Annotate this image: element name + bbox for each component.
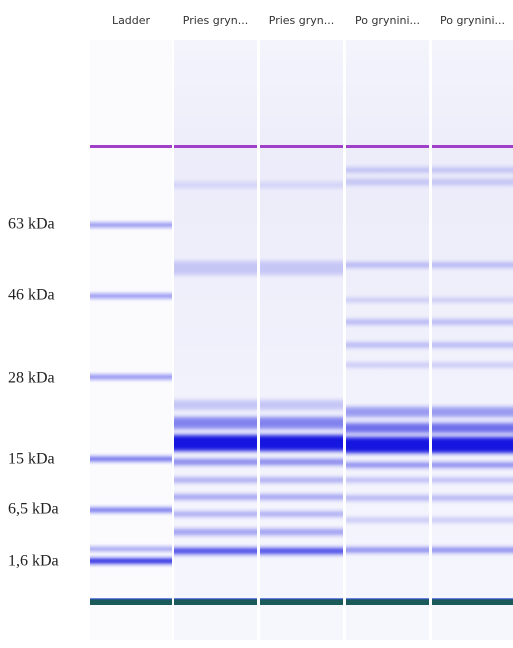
band — [174, 478, 257, 483]
band — [260, 182, 343, 188]
band — [174, 495, 257, 500]
marker-label: 46 kDa — [8, 287, 55, 304]
band — [346, 263, 429, 268]
band — [174, 512, 257, 517]
band — [174, 548, 257, 554]
band — [432, 478, 513, 482]
band — [432, 179, 513, 185]
band — [90, 376, 172, 379]
upper-marker — [346, 145, 429, 148]
band — [432, 168, 513, 173]
band — [432, 320, 513, 325]
band — [432, 548, 513, 553]
band — [260, 459, 343, 465]
band — [260, 548, 343, 554]
band — [260, 417, 343, 429]
lane-label: Pries gryn... — [183, 14, 249, 27]
band — [90, 508, 172, 512]
band — [346, 423, 429, 433]
band — [90, 559, 172, 564]
band — [260, 435, 343, 451]
band — [432, 518, 513, 523]
band — [432, 407, 513, 417]
band — [346, 478, 429, 482]
band — [346, 298, 429, 302]
band — [174, 182, 257, 188]
lower-marker — [260, 599, 343, 605]
band — [346, 320, 429, 325]
lane — [90, 40, 172, 640]
band — [260, 495, 343, 500]
band — [174, 435, 257, 451]
band — [174, 261, 257, 275]
band — [90, 548, 172, 551]
marker-label: 6,5 kDa — [8, 501, 59, 518]
lower-marker-edge — [90, 598, 172, 600]
lane-label: Po grynini... — [440, 14, 505, 27]
band — [432, 363, 513, 368]
band — [260, 512, 343, 517]
band — [346, 496, 429, 501]
band — [432, 298, 513, 302]
band — [346, 168, 429, 173]
band — [90, 295, 172, 298]
band — [174, 459, 257, 465]
band — [174, 417, 257, 429]
band — [346, 343, 429, 348]
lower-marker-edge — [174, 598, 257, 600]
lower-marker — [174, 599, 257, 605]
band — [346, 437, 429, 453]
marker-label: 28 kDa — [8, 370, 55, 387]
band — [174, 400, 257, 410]
upper-marker — [174, 145, 257, 148]
band — [260, 261, 343, 275]
lower-marker — [432, 599, 513, 605]
band — [260, 478, 343, 483]
band — [90, 457, 172, 461]
lower-marker — [90, 599, 172, 605]
lower-marker-edge — [346, 598, 429, 600]
band — [432, 263, 513, 268]
band — [346, 179, 429, 185]
band — [346, 518, 429, 523]
band — [260, 400, 343, 410]
lane-label: Ladder — [112, 14, 151, 27]
band — [432, 496, 513, 501]
upper-marker — [260, 145, 343, 148]
marker-label: 63 kDa — [8, 216, 55, 233]
band — [432, 343, 513, 348]
band — [346, 463, 429, 468]
lane — [174, 40, 257, 640]
lane — [432, 40, 513, 640]
band — [432, 463, 513, 468]
lane-label: Po grynini... — [355, 14, 420, 27]
band — [90, 224, 172, 227]
band — [346, 407, 429, 417]
band — [432, 437, 513, 453]
lower-marker-edge — [260, 598, 343, 600]
gel-image: Ladder Pries gryn... Pries gryn... Po gryni… — [0, 0, 513, 648]
lane-label: Pries gryn... — [269, 14, 335, 27]
upper-marker — [432, 145, 513, 148]
band — [174, 529, 257, 535]
upper-marker — [90, 145, 172, 148]
marker-label: 1,6 kDa — [8, 553, 59, 570]
lower-marker — [346, 599, 429, 605]
band — [260, 529, 343, 535]
lower-marker-edge — [432, 598, 513, 600]
band — [346, 548, 429, 553]
marker-label: 15 kDa — [8, 451, 55, 468]
band — [346, 363, 429, 368]
band — [432, 423, 513, 433]
lane — [346, 40, 429, 640]
lane — [260, 40, 343, 640]
